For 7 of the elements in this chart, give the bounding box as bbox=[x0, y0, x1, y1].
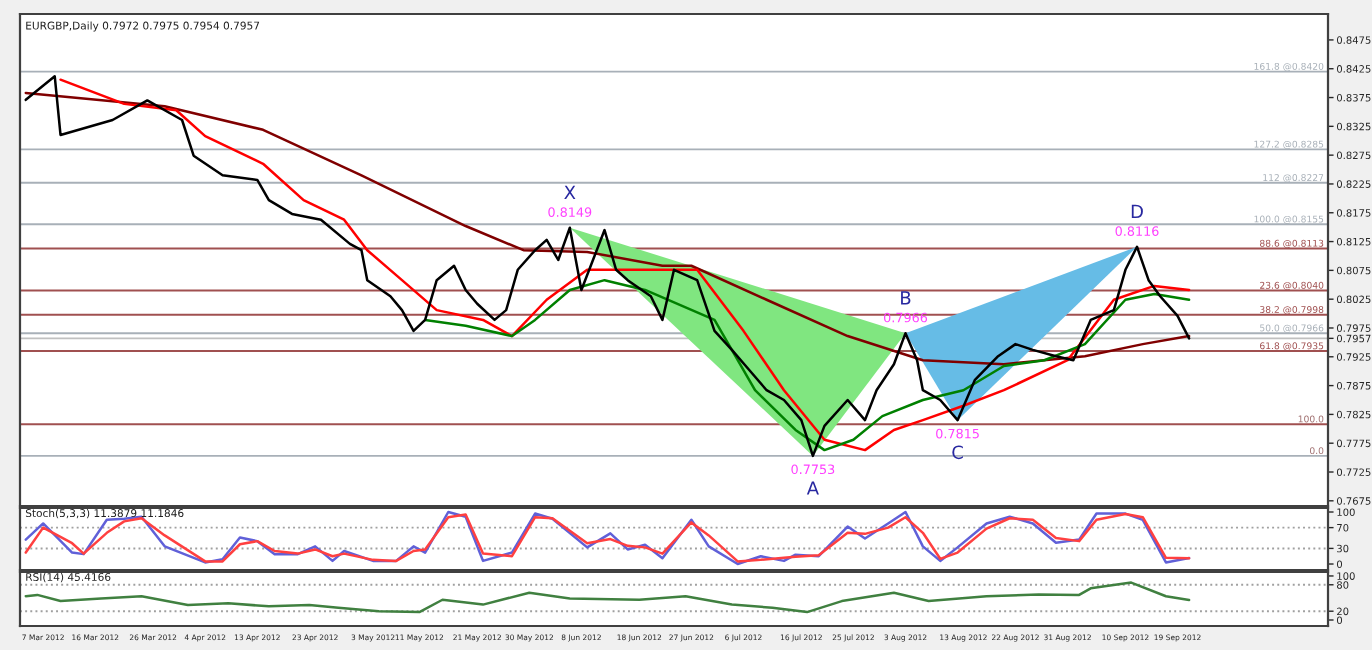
annotation: B bbox=[901, 291, 911, 305]
line-series bbox=[24, 581, 1191, 614]
annotation: A bbox=[806, 481, 819, 495]
annotation: X bbox=[564, 185, 576, 199]
annotation: C bbox=[952, 445, 963, 460]
annotation: D bbox=[1131, 204, 1143, 218]
line-series bbox=[24, 91, 1191, 366]
